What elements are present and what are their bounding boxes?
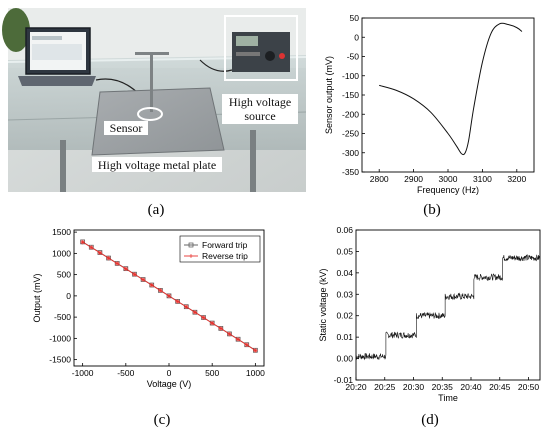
data-point-reverse	[106, 255, 111, 261]
x-tick-label: 20:45	[489, 382, 511, 392]
hv-source-device	[224, 15, 298, 81]
y-tick-label: -50	[347, 52, 360, 62]
x-tick-label: 3200	[507, 174, 526, 184]
x-tick-label: 20:30	[403, 382, 425, 392]
y-tick-label: -0.01	[334, 375, 354, 385]
sensor-label: Sensor	[110, 121, 143, 135]
y-axis-title: Static voltage (kV)	[318, 268, 328, 341]
x-axis-title: Voltage (V)	[147, 379, 192, 389]
data-point-reverse	[89, 245, 94, 250]
data-point-reverse	[184, 304, 189, 309]
y-tick-label: 50	[350, 13, 360, 23]
y-tick-label: -250	[342, 129, 359, 139]
hv-source-label-line2: source	[244, 109, 275, 123]
data-point-reverse	[227, 331, 232, 337]
x-tick-label: 20:40	[460, 382, 482, 392]
legend-marker	[188, 242, 194, 248]
x-tick-label: -1000	[72, 368, 94, 378]
data-point-reverse	[166, 293, 172, 299]
y-tick-label: -300	[342, 148, 359, 158]
sensor-marker	[137, 107, 163, 121]
data-point-reverse	[97, 250, 103, 255]
plant-icon	[2, 8, 30, 52]
x-tick-label: 20:25	[374, 382, 396, 392]
legend-marker	[189, 254, 193, 258]
x-tick-label: 3100	[473, 174, 492, 184]
chart-d: 20:20 20:25 20:30 20:35 20:40 20:45 20:50 0.06 0…	[318, 225, 541, 403]
y-tick-label: 0.01	[336, 332, 353, 342]
data-point-reverse	[132, 272, 137, 277]
data-point-reverse	[201, 315, 206, 320]
y-tick-label: 0.05	[336, 246, 353, 256]
chart-c: -1000 -500 0 500 1000150010005000-500-1000-1…	[32, 227, 265, 389]
x-tick-label: 500	[205, 368, 219, 378]
data-point-reverse	[244, 342, 249, 348]
x-tick-label: 2900	[404, 174, 423, 184]
chart-b: 2800 2900 3000 3100 3200 50 0 -50 -100 -150 -200 -2…	[324, 13, 535, 195]
data-point-reverse	[114, 261, 120, 266]
y-tick-label: -1500	[49, 355, 71, 365]
plot-frame	[355, 229, 541, 381]
data-point-reverse	[158, 288, 163, 293]
data-point-reverse	[123, 266, 129, 272]
y-axis-title: Output (mV)	[32, 273, 42, 322]
laptop-icon	[18, 27, 96, 86]
photo-panel: Sensor High voltage source High voltage …	[2, 8, 307, 192]
x-tick-label: 2800	[370, 174, 389, 184]
y-tick-label: 0.06	[336, 225, 353, 235]
y-tick-label: 1500	[52, 227, 71, 237]
data-point-reverse	[175, 299, 180, 304]
y-tick-label: -1000	[49, 333, 71, 343]
y-tick-label: 1000	[52, 248, 71, 258]
y-tick-label: 0	[66, 291, 71, 301]
y-tick-label: -350	[342, 167, 359, 177]
data-point-reverse	[149, 282, 154, 288]
panel-label-a: (a)	[148, 202, 165, 218]
data-point-reverse	[192, 310, 198, 315]
x-axis-title: Frequency (Hz)	[417, 185, 479, 195]
x-tick-label: 0	[167, 368, 172, 378]
data-point-reverse	[235, 337, 241, 342]
y-tick-label: -150	[342, 90, 359, 100]
legend-box	[179, 235, 261, 263]
data-point-reverse	[140, 277, 146, 282]
data-point-reverse	[218, 326, 224, 331]
y-tick-label: 0.00	[336, 354, 353, 364]
y-tick-label: 0.04	[336, 268, 353, 278]
legend-entry: Forward trip	[202, 240, 248, 250]
y-axis-title: Sensor output (mV)	[324, 56, 334, 134]
x-tick-label: 1000	[246, 368, 265, 378]
y-tick-label: 500	[57, 270, 71, 280]
y-tick-label: -200	[342, 109, 359, 119]
panel-label-b: (b)	[423, 202, 441, 218]
plot-frame	[361, 17, 535, 173]
x-tick-label: 3000	[439, 174, 458, 184]
x-tick-label: 20:20	[345, 382, 367, 392]
y-tick-label: 0.02	[336, 311, 353, 321]
data-point-reverse	[253, 348, 258, 353]
x-tick-label: 20:50	[518, 382, 540, 392]
y-tick-label: -500	[54, 312, 71, 322]
x-tick-label: -500	[117, 368, 134, 378]
panel-label-c: (c)	[154, 412, 171, 428]
plate-label: High voltage metal plate	[98, 158, 216, 172]
data-point-reverse	[209, 320, 215, 326]
data-point-reverse	[80, 239, 85, 245]
legend-entry: Reverse trip	[202, 251, 248, 261]
y-tick-label: 0.03	[336, 289, 353, 299]
series-line-static-voltage	[355, 253, 541, 361]
y-tick-label: 0	[354, 32, 359, 42]
x-axis-title: Time	[438, 393, 458, 403]
x-tick-label: 20:35	[432, 382, 454, 392]
hv-source-label-line1: High voltage	[229, 95, 291, 109]
series-line-sensor-output	[379, 22, 523, 156]
y-tick-label: -100	[342, 71, 359, 81]
panel-label-d: (d)	[421, 412, 439, 428]
